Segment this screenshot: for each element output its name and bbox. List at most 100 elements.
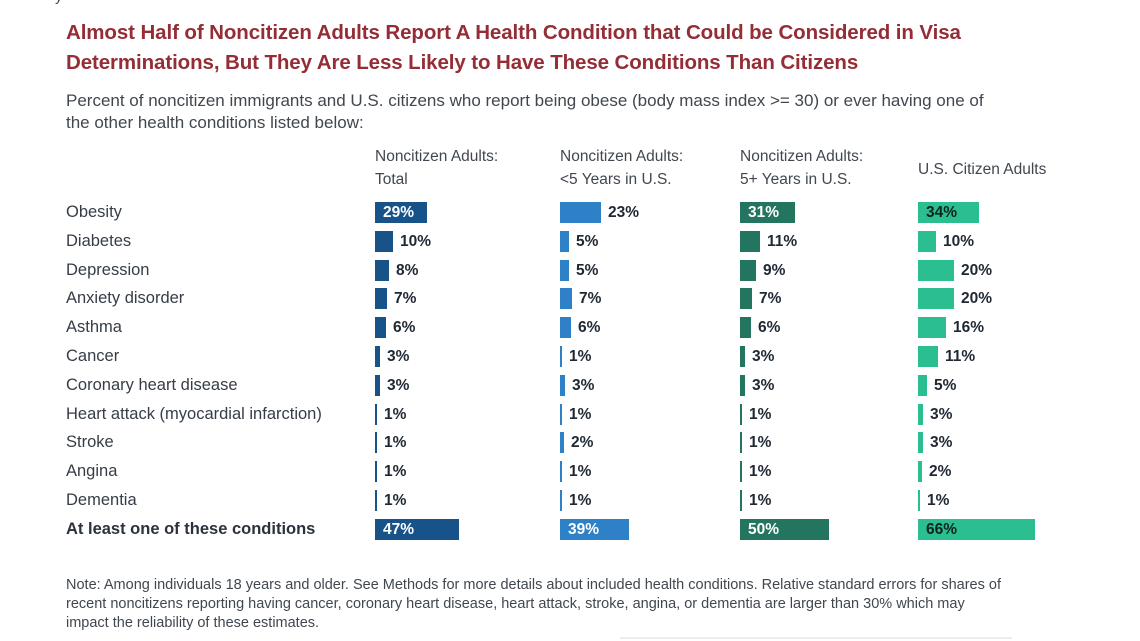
bar [740,288,752,309]
bar [375,404,377,425]
bar [918,202,979,223]
chart-title: Almost Half of Noncitizen Adults Report … [66,18,1126,78]
bar [918,490,920,511]
bar-value-label: 3% [387,348,410,365]
bar-value-label: 3% [752,348,775,365]
bar-value-label: 2% [929,463,952,480]
column-header-line: 5+ Years in U.S. [740,170,852,188]
condition-label: Heart attack (myocardial infarction) [66,405,322,423]
bar-value-label: 11% [945,348,976,365]
bar-value-label: 7% [759,290,782,307]
chart-subtitle: Percent of noncitizen immigrants and U.S… [66,90,1106,133]
bar-value-label: 16% [953,319,985,336]
bar-value-label: 3% [930,434,953,451]
bar [560,461,562,482]
bar-value-label: 50% [748,521,780,538]
bar [560,202,601,223]
bar [918,461,922,482]
bar-value-label: 6% [758,319,781,336]
bar-value-label: 1% [569,348,592,365]
bar [375,461,377,482]
bar-value-label: 20% [961,262,993,279]
bar-value-label: 47% [383,521,415,538]
bar [740,375,745,396]
bar-value-label: 1% [749,492,772,509]
bar [740,202,795,223]
bar [375,288,387,309]
condition-label: Stroke [66,433,114,451]
bar-value-label: 20% [961,290,993,307]
bar-value-label: 31% [748,204,780,221]
bar [740,461,742,482]
bar [918,231,936,252]
condition-row: Angina 1% 1% 1% 2% [0,461,1140,482]
bar-value-label: 23% [608,204,640,221]
bar [918,404,923,425]
bar-value-label: 5% [934,377,957,394]
bar [740,231,760,252]
bar-value-label: 6% [578,319,601,336]
condition-row: Diabetes 10% 5% 11% 10% [0,231,1140,252]
condition-label: Dementia [66,491,137,509]
bar [740,260,756,281]
bar-value-label: 5% [576,262,599,279]
bar [740,432,742,453]
condition-label: At least one of these conditions [66,520,316,538]
bar [740,317,751,338]
bar-value-label: 1% [384,492,407,509]
bar [560,317,571,338]
bar-value-label: 1% [384,463,407,480]
condition-row: Depression 8% 5% 9% 20% [0,260,1140,281]
column-header-line: Noncitizen Adults: [560,148,684,165]
condition-label: Anxiety disorder [66,289,185,307]
bar-value-label: 39% [568,521,600,538]
bar [375,260,389,281]
bar-value-label: 1% [749,434,772,451]
bar [918,260,954,281]
chart-note: Note: Among individuals 18 years and old… [66,576,1116,634]
bar [740,346,745,367]
bar [560,490,562,511]
bar-value-label: 1% [569,492,592,509]
condition-row: Heart attack (myocardial infarction) 1% 1%… [0,404,1140,425]
bar-value-label: 1% [384,434,407,451]
bar-value-label: 7% [579,290,602,307]
column-header-line: Noncitizen Adults: [740,148,864,165]
condition-label: Diabetes [66,232,132,250]
column-header: Noncitizen Adults: 5+ Years in U.S. [740,146,863,191]
cropped-element-edge [620,637,1012,639]
condition-label: Coronary heart disease [66,376,238,394]
bar [560,375,565,396]
bar [375,432,377,453]
column-header: U.S. Citizen Adults [918,159,1046,182]
bar [375,317,386,338]
bar-value-label: 11% [767,233,798,250]
column-header: Noncitizen Adults: <5 Years in U.S. [560,146,683,191]
bar-value-label: 8% [396,262,419,279]
chart-subtitle-line1: Percent of noncitizen immigrants and U.S… [66,91,984,110]
condition-label: Cancer [66,347,120,365]
bar [375,202,427,223]
column-header-line: Total [375,170,408,188]
bar-value-label: 29% [383,204,415,221]
bar [740,519,829,540]
column-header: Noncitizen Adults: Total [375,146,498,191]
bar-value-label: 3% [930,406,953,423]
bar-value-label: 34% [926,204,958,221]
chart-note-line1: Note: Among individuals 18 years and old… [66,577,1001,593]
condition-row: Anxiety disorder 7% 7% 7% 20% [0,288,1140,309]
bar-value-label: 1% [384,406,407,423]
bar [375,490,377,511]
bar-value-label: 1% [749,406,772,423]
bar-value-label: 10% [943,233,975,250]
bar [560,231,569,252]
bar-value-label: 3% [752,377,775,394]
bar-value-label: 7% [394,290,417,307]
condition-row: Coronary heart disease 3% 3% 3% 5% [0,375,1140,396]
condition-label: Asthma [66,318,122,336]
bar-value-label: 10% [400,233,432,250]
chart-note-line2: recent noncitizens reporting having canc… [66,596,965,613]
bar-value-label: 2% [571,434,594,451]
chart-subtitle-line2: the other health conditions listed below… [66,112,364,132]
chart-title-line2: Determinations, But They Are Less Likely… [66,51,859,74]
